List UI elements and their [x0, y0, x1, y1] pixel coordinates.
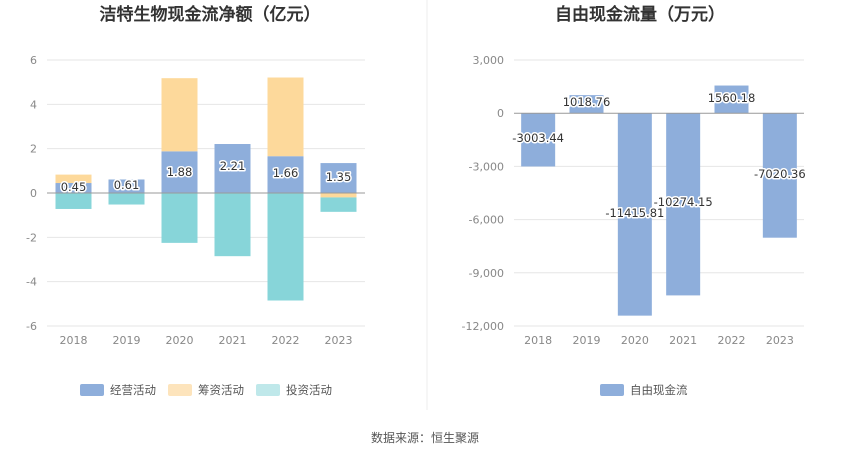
bar-经营活动-2018 [55, 183, 92, 193]
data-label: 1018.76 [563, 95, 611, 109]
data-label: 1.35 [326, 170, 352, 184]
x-tick-label: 2023 [325, 334, 353, 347]
y-tick-label: -12,000 [462, 320, 504, 333]
legend-swatch [80, 384, 104, 396]
data-label: -7020.36 [754, 167, 806, 181]
cash-flow-net-chart: 洁特生物现金流净额（亿元） 6 4 2 0 -2 -4 -6 2018 2019 2020 2021… [26, 4, 365, 397]
bar-投资活动-2021 [214, 193, 251, 257]
y-tick-label: -2 [26, 231, 37, 244]
bar-筹资活动-2018 [55, 174, 92, 184]
bar-投资活动-2022 [267, 193, 304, 301]
x-tick-label: 2021 [219, 334, 247, 347]
bar-经营活动-2023 [320, 163, 357, 193]
data-label: 2.21 [220, 159, 246, 173]
x-tick-label: 2018 [60, 334, 88, 347]
free-cash-flow-chart: 自由现金流量（万元） 3,000 0 -3,000 -6,000 -9,000 -12,0… [462, 4, 808, 397]
x-tick-label: 2019 [113, 334, 141, 347]
x-tick-label: 2022 [718, 334, 746, 347]
bar-经营活动-2022 [267, 156, 304, 193]
bar-经营活动-2019 [108, 179, 145, 193]
bar-经营活动-2021 [214, 144, 251, 193]
legend-label: 自由现金流 [630, 383, 688, 397]
data-label: 1.88 [167, 165, 193, 179]
bar-筹资活动-2023 [320, 193, 357, 198]
y-tick-label: 4 [30, 98, 37, 111]
legend-swatch [168, 384, 192, 396]
bar-自由现金流-2020 [617, 113, 652, 316]
x-tick-label: 2023 [766, 334, 794, 347]
chart-title: 自由现金流量（万元） [555, 4, 725, 25]
legend-swatch [256, 384, 280, 396]
bar-自由现金流-2021 [666, 113, 701, 296]
source-note: 数据来源：恒生聚源 [371, 430, 479, 445]
bar-筹资活动-2022 [267, 77, 304, 157]
y-tick-label: 2 [30, 143, 37, 156]
x-tick-label: 2021 [669, 334, 697, 347]
legend-label: 经营活动 [110, 383, 156, 397]
data-label: 0.61 [114, 178, 140, 192]
legend-swatch [600, 384, 624, 396]
bar-自由现金流-2018 [521, 113, 556, 167]
bar-自由现金流-2023 [762, 113, 797, 238]
bar-投资活动-2023 [320, 197, 357, 212]
x-tick-label: 2018 [524, 334, 552, 347]
x-tick-label: 2022 [272, 334, 300, 347]
y-tick-label: 6 [30, 54, 37, 67]
data-label: 0.45 [61, 180, 87, 194]
bar-投资活动-2020 [161, 193, 198, 243]
data-label: 1.66 [273, 166, 299, 180]
y-tick-label: -4 [26, 276, 37, 289]
bar-自由现金流-2022 [714, 85, 749, 114]
y-tick-label: 0 [497, 107, 504, 120]
data-label: 1560.18 [708, 91, 756, 105]
bar-筹资活动-2020 [161, 78, 198, 152]
data-label: -3003.44 [512, 131, 564, 145]
data-label: -10274.15 [654, 195, 713, 209]
y-tick-label: -6,000 [469, 214, 504, 227]
legend-label: 投资活动 [286, 383, 332, 397]
bar-投资活动-2018 [55, 193, 92, 209]
y-tick-label: -3,000 [469, 160, 504, 173]
y-tick-label: -9,000 [469, 267, 504, 280]
y-tick-label: 0 [30, 187, 37, 200]
chart-title: 洁特生物现金流净额（亿元） [100, 4, 321, 25]
data-label: -11415.81 [605, 206, 664, 220]
x-tick-label: 2019 [573, 334, 601, 347]
x-tick-label: 2020 [166, 334, 194, 347]
legend-label: 筹资活动 [198, 383, 244, 397]
bar-自由现金流-2019 [569, 95, 604, 114]
x-tick-label: 2020 [621, 334, 649, 347]
bar-投资活动-2019 [108, 193, 145, 205]
bar-经营活动-2020 [161, 151, 198, 193]
y-tick-label: 3,000 [473, 54, 505, 67]
y-tick-label: -6 [26, 320, 37, 333]
